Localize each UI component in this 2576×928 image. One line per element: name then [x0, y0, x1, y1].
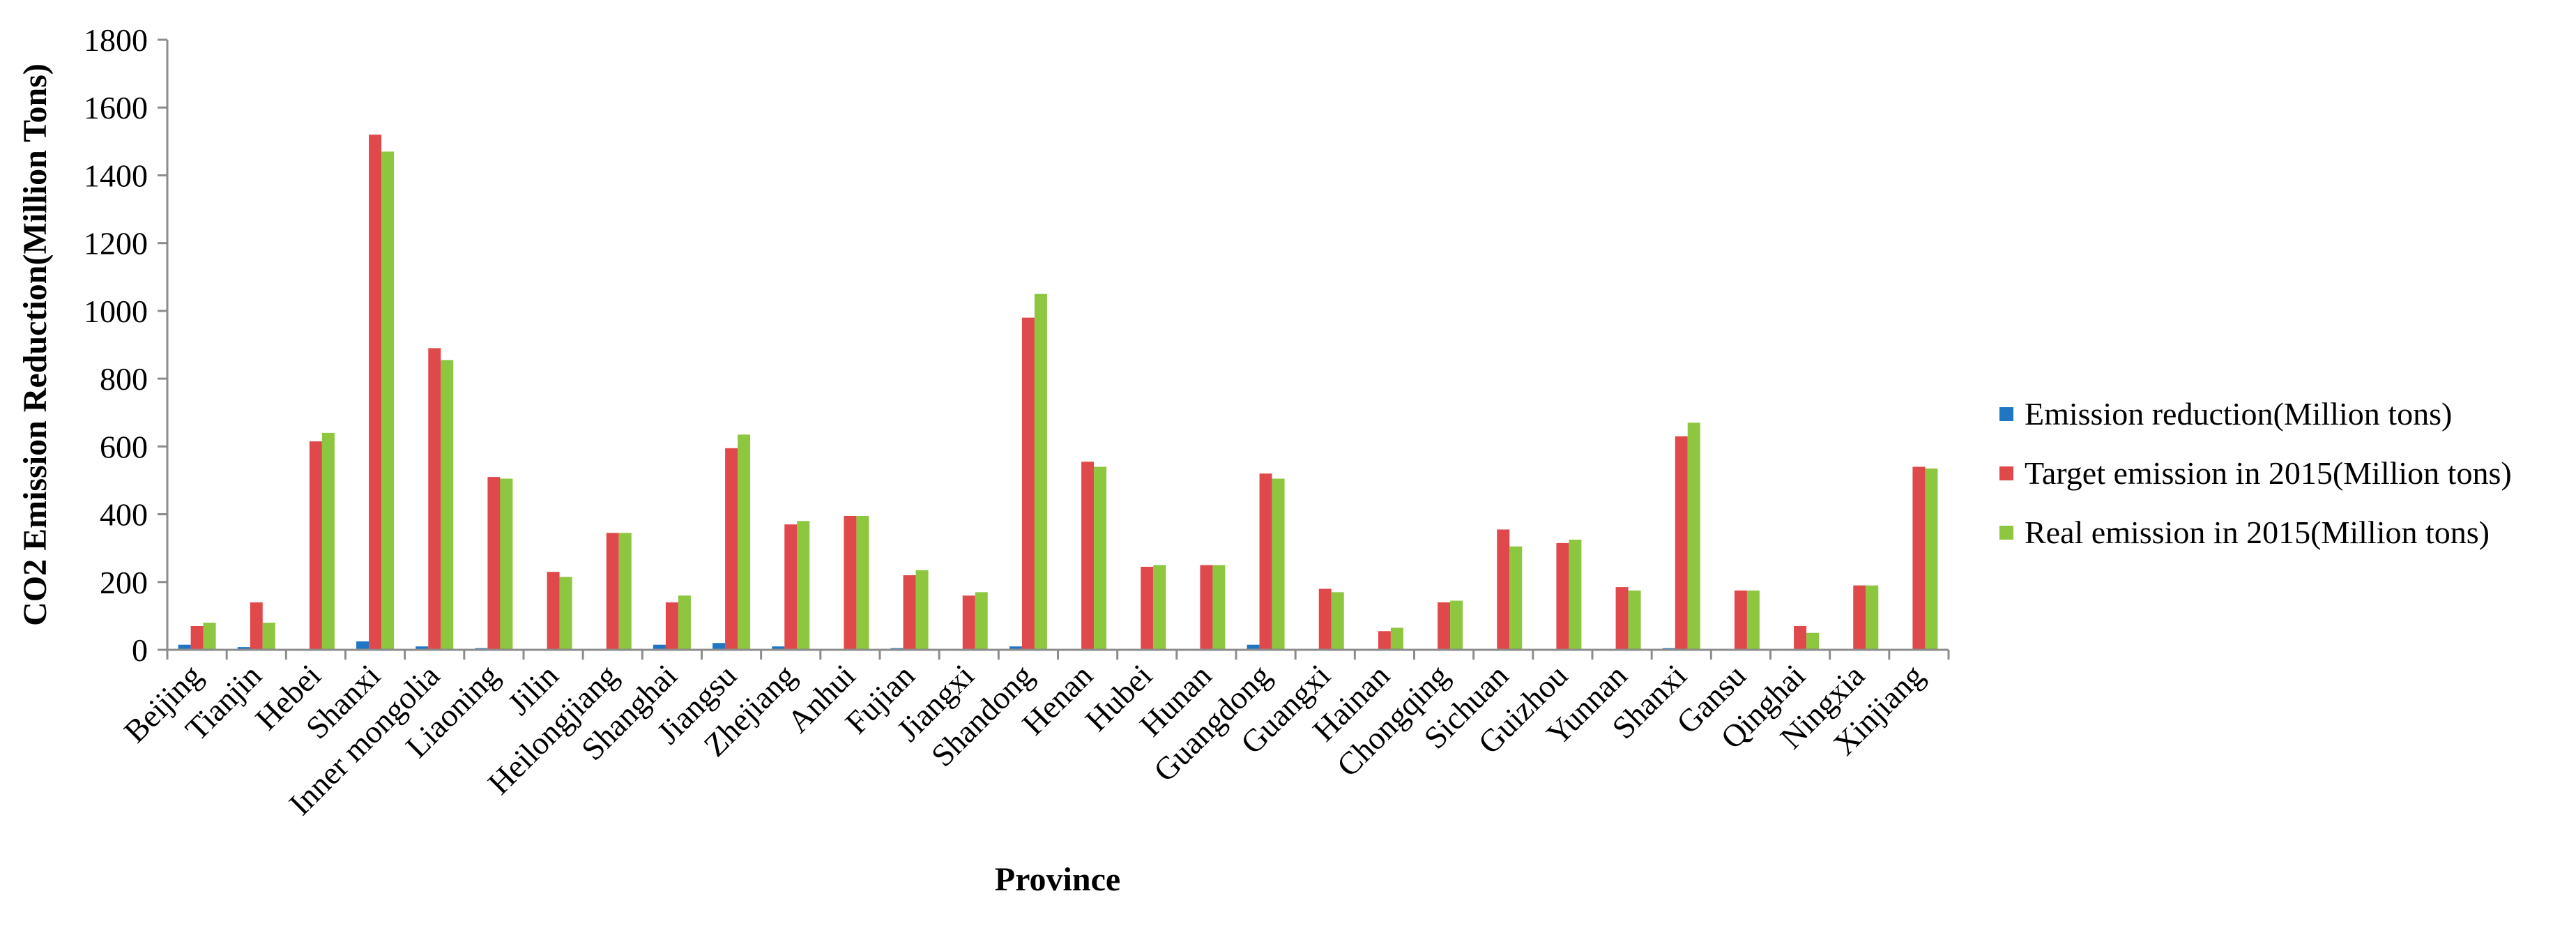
bar-target-emission [1615, 587, 1629, 650]
bar-real-emission [1212, 565, 1226, 650]
bar-real-emission [618, 533, 632, 650]
bar-real-emission [441, 360, 454, 650]
bar-real-emission [500, 478, 513, 650]
bar-target-emission [1141, 566, 1154, 650]
bar-target-emission [250, 602, 263, 650]
y-tick-label: 1600 [84, 90, 148, 125]
bar-emission-reduction [712, 643, 726, 650]
y-tick-label: 600 [100, 429, 148, 464]
legend-swatch [1999, 466, 2013, 480]
bar-real-emission [1153, 565, 1166, 650]
x-axis-title: Province [995, 861, 1120, 898]
bar-target-emission [1912, 466, 1926, 650]
bar-target-emission [487, 477, 501, 650]
bar-target-emission [844, 515, 857, 650]
bar-target-emission [547, 572, 560, 650]
bar-target-emission [1794, 625, 1807, 650]
bar-real-emission [975, 592, 988, 650]
bar-target-emission [190, 625, 204, 650]
bar-real-emission [1450, 600, 1463, 650]
bars-layer [178, 135, 1938, 651]
bar-target-emission [1378, 631, 1391, 650]
bar-real-emission [321, 432, 335, 650]
bar-target-emission [1200, 565, 1213, 650]
bar-real-emission [381, 151, 395, 650]
y-tick-label: 400 [100, 497, 148, 533]
bar-target-emission [962, 595, 975, 650]
bar-real-emission [1806, 632, 1820, 650]
bar-target-emission [725, 448, 738, 650]
bar-real-emission [856, 515, 869, 650]
bar-real-emission [1866, 585, 1879, 650]
bar-target-emission [309, 441, 322, 650]
bar-real-emission [915, 570, 929, 650]
bar-emission-reduction [1247, 644, 1260, 650]
bar-emission-reduction [356, 641, 369, 650]
bar-target-emission [606, 533, 619, 650]
legend-swatch [1999, 526, 2013, 540]
bar-emission-reduction [416, 646, 429, 650]
bar-target-emission [1497, 529, 1510, 650]
legend-swatch [1999, 407, 2013, 421]
bar-real-emission [1509, 546, 1523, 650]
bar-target-emission [1021, 317, 1035, 650]
y-tick-label: 1800 [84, 22, 148, 58]
bar-real-emission [738, 434, 751, 650]
bar-emission-reduction [1009, 646, 1022, 650]
y-tick-label: 800 [100, 361, 148, 397]
bar-target-emission [369, 135, 382, 651]
bar-real-emission [1034, 294, 1047, 650]
bar-target-emission [1675, 436, 1688, 650]
bar-target-emission [784, 524, 798, 650]
legend-label: Target emission in 2015(Million tons) [2025, 455, 2512, 491]
bar-real-emission [1746, 590, 1760, 650]
y-tick-label: 1000 [84, 294, 148, 329]
bar-target-emission [1081, 462, 1095, 650]
y-tick-label: 1400 [84, 158, 148, 193]
legend: Emission reduction(Million tons) Target e… [1999, 396, 2512, 550]
y-tick-label: 0 [132, 632, 148, 668]
bar-target-emission [1438, 602, 1451, 650]
bar-target-emission [1318, 588, 1332, 650]
y-tick-label: 200 [100, 565, 148, 600]
bar-real-emission [678, 595, 691, 650]
bar-real-emission [797, 521, 810, 650]
bar-target-emission [1259, 473, 1272, 650]
bar-real-emission [1628, 590, 1641, 650]
bar-target-emission [1556, 542, 1569, 650]
bar-real-emission [559, 577, 572, 650]
bar-real-emission [1272, 478, 1285, 650]
bar-real-emission [1925, 468, 1938, 650]
bar-emission-reduction [237, 647, 250, 650]
bar-emission-reduction [653, 644, 666, 650]
bar-target-emission [1853, 585, 1866, 650]
bar-real-emission [1687, 423, 1700, 650]
bar-real-emission [1569, 540, 1582, 650]
y-axis-title: CO2 Emission Reduction(Million Tons) [17, 63, 54, 626]
bar-real-emission [203, 623, 216, 650]
bar-real-emission [1094, 466, 1107, 650]
bar-real-emission [1331, 592, 1344, 650]
y-tick-label: 1200 [84, 226, 148, 261]
bar-emission-reduction [178, 644, 191, 650]
bar-emission-reduction [772, 646, 785, 650]
legend-label: Real emission in 2015(Million tons) [2025, 515, 2490, 550]
bar-target-emission [903, 575, 916, 650]
bar-real-emission [262, 623, 275, 650]
bar-target-emission [428, 348, 441, 650]
y-tick-labels: 0 200 400 600 800 1000 1200 1400 1600 1800 [84, 22, 167, 668]
bar-target-emission [1734, 590, 1747, 650]
x-tick-label: Henan [1015, 657, 1099, 742]
bar-real-emission [1390, 627, 1403, 650]
bar-target-emission [665, 602, 678, 650]
legend-label: Emission reduction(Million tons) [2025, 396, 2452, 432]
